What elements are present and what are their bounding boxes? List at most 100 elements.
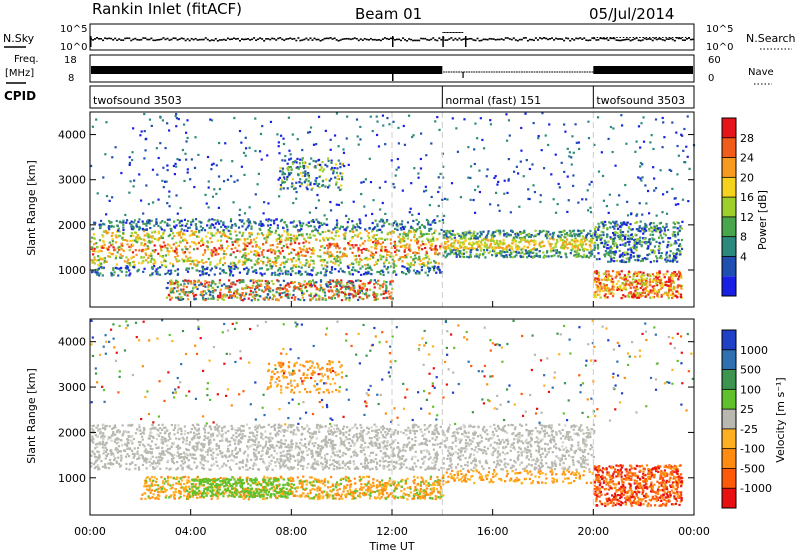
power-cell [643,257,647,260]
power-cell [410,263,413,266]
power-cell [267,268,270,271]
power-cell [438,232,441,235]
power-cell [432,239,435,242]
power-cell [536,255,540,258]
power-cell [147,256,150,260]
power-cell [279,296,282,299]
power-cell [205,260,208,264]
power-cell [577,201,580,204]
power-cell [451,229,454,233]
power-cell [367,231,370,235]
power-cell [308,281,311,284]
power-cell [373,298,376,302]
nsky-point [545,37,548,40]
power-cell [680,238,684,242]
nsky-point [549,37,552,40]
power-cell [672,226,675,229]
power-cell [677,249,680,252]
power-cell [414,251,417,254]
power-cell [135,236,139,239]
power-cell [382,290,385,293]
power-cell [244,245,247,248]
power-cell [257,261,260,265]
power-cell [580,243,583,246]
nsky-point [482,38,485,41]
power-cell [245,293,248,296]
power-cell [234,283,237,286]
power-cell [511,229,514,233]
nsky-point [228,38,231,41]
power-cell [341,225,344,229]
power-cell [624,242,627,245]
nave-point [472,71,474,73]
nsky-point [271,37,274,40]
power-cell [677,278,680,281]
power-cell [628,292,631,295]
power-cell [393,243,397,246]
power-cell [362,297,365,301]
power-cell [170,296,174,299]
power-cell [512,237,515,240]
power-cell [292,184,295,187]
power-cell [610,257,613,261]
power-cell [192,220,195,223]
power-cell [161,220,164,223]
power-cell [568,155,571,158]
power-cell [120,256,123,259]
power-cell [215,248,218,251]
power-cell [225,227,228,230]
power-cell [310,157,313,160]
power-cell [360,289,363,292]
power-cell [183,282,186,285]
power-cell [247,218,250,221]
nsky-point [108,37,111,40]
power-cell [663,276,666,279]
nsky-point [522,37,525,39]
power-cell [355,261,358,264]
power-cell [301,296,304,299]
nave-point [447,71,449,73]
power-cell [240,294,243,297]
power-cell [277,269,280,272]
power-cell [416,228,419,231]
power-cell [685,145,688,148]
power-cell [105,247,109,250]
power-cell [528,243,531,246]
nsky-point [396,38,399,41]
nsearch-point [455,32,458,33]
power-cell [649,221,652,225]
power-cell [576,251,579,254]
power-cell [413,239,417,242]
power-cell [326,265,329,268]
power-cell [487,251,490,255]
power-cell [351,244,354,247]
nsky-point [472,39,475,41]
power-cell [209,269,212,272]
power-cell [218,281,221,285]
power-cell [276,246,279,249]
power-cell [237,238,240,241]
power-cell [309,236,312,239]
power-cell [297,167,300,170]
power-cell [119,253,122,256]
power-cell [180,298,183,302]
power-cell [337,291,340,294]
power-cell [430,227,433,230]
power-cell [321,298,324,301]
power-cell [226,285,229,288]
power-cell [186,294,189,297]
power-cell [611,250,614,254]
power-cell [398,240,401,243]
power-cell [332,294,335,298]
power-cell [344,232,347,235]
power-cell [633,244,636,247]
power-cell [659,234,662,237]
power-cell [607,240,610,243]
power-cell [597,274,601,277]
power-cell [668,254,671,257]
power-cell [389,242,393,245]
power-cell [122,219,125,222]
power-cell [334,234,337,237]
power-cell [673,233,677,237]
power-cell [283,180,287,184]
